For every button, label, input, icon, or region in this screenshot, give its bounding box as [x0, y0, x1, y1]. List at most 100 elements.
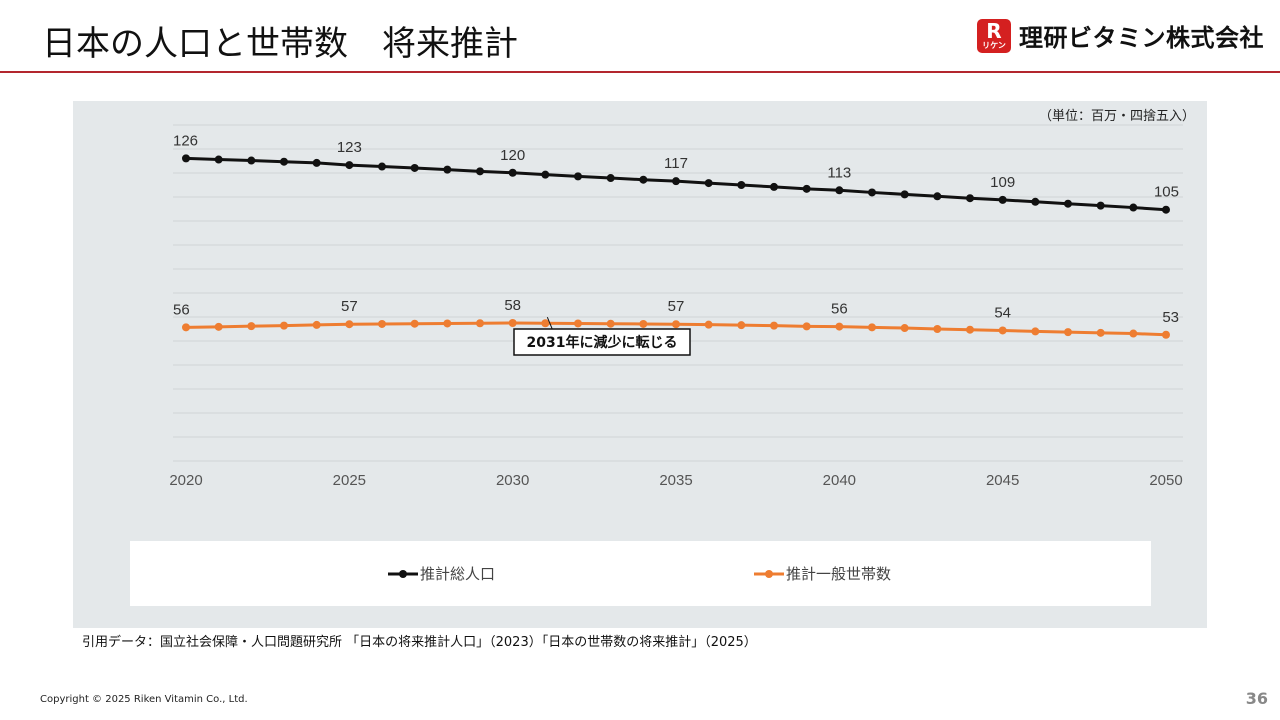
data-point-0 — [1162, 205, 1170, 214]
data-point-1 — [182, 323, 190, 332]
data-point-0 — [378, 162, 386, 171]
data-point-1 — [541, 319, 550, 328]
data-point-0 — [672, 177, 680, 186]
data-point-0 — [933, 192, 942, 201]
data-point-1 — [1031, 327, 1040, 336]
data-label-1: 54 — [994, 304, 1011, 321]
data-point-1 — [410, 319, 419, 328]
data-label-0: 117 — [664, 155, 688, 172]
data-point-1 — [802, 322, 811, 331]
data-point-1 — [868, 323, 876, 332]
unit-note: （単位：百万・四捨五入） — [1038, 109, 1195, 124]
legend: 推計総人口 推計一般世帯数 — [130, 541, 1151, 606]
logo-mark-letter: R — [986, 19, 1002, 43]
data-point-1 — [574, 319, 582, 328]
data-point-0 — [1031, 197, 1040, 206]
data-label-0: 126 — [173, 132, 198, 149]
chart-panel: （単位：百万・四捨五入） 2020 2025 2030 2035 2040 2045 205… — [73, 101, 1207, 628]
data-point-0 — [1096, 201, 1105, 210]
data-label-0: 105 — [1154, 184, 1179, 201]
data-point-1 — [1129, 329, 1138, 338]
page-number: 36 — [1245, 689, 1268, 708]
riken-logo-icon: R リケン — [977, 18, 1011, 53]
x-tick-label: 2030 — [496, 472, 529, 489]
data-point-0 — [966, 194, 974, 203]
title-divider — [0, 71, 1280, 73]
data-point-1 — [247, 322, 256, 331]
data-point-0 — [606, 174, 615, 183]
data-point-0 — [345, 161, 354, 170]
data-point-1 — [672, 320, 680, 329]
source-citation: 引用データ：国立社会保障・人口問題研究所 「日本の将来推計人口」（2023）「日… — [82, 635, 757, 650]
annotation-box — [513, 328, 691, 356]
slide-title: 日本の人口と世帯数 将来推計 — [42, 24, 518, 64]
data-point-1 — [900, 324, 909, 333]
data-point-0 — [835, 186, 844, 195]
data-point-1 — [1162, 330, 1170, 339]
company-logo: R リケン 理研ビタミン株式会社 — [977, 18, 1264, 53]
data-point-1 — [443, 319, 452, 328]
data-label-0: 113 — [827, 164, 851, 181]
data-point-1 — [280, 321, 288, 330]
data-point-1 — [933, 325, 942, 333]
data-point-0 — [1064, 199, 1072, 208]
data-point-1 — [704, 320, 713, 329]
data-point-0 — [704, 179, 713, 188]
data-point-1 — [214, 322, 223, 331]
data-point-0 — [247, 156, 256, 165]
data-label-0: 109 — [990, 174, 1015, 191]
data-point-0 — [410, 163, 419, 172]
data-point-0 — [574, 172, 582, 181]
legend-label-population: 推計総人口 — [420, 565, 496, 583]
data-point-0 — [508, 168, 517, 177]
data-point-0 — [214, 155, 223, 164]
data-label-1: 53 — [1162, 309, 1179, 326]
data-point-0 — [900, 190, 909, 199]
data-point-0 — [541, 170, 550, 179]
legend-label-households: 推計一般世帯数 — [786, 565, 892, 583]
data-label-1: 56 — [173, 301, 190, 318]
x-tick-label: 2045 — [986, 472, 1019, 489]
legend-swatch-population — [388, 569, 418, 578]
x-tick-label: 2025 — [333, 472, 366, 489]
x-tick-label: 2050 — [1149, 472, 1182, 489]
data-label-0: 123 — [337, 139, 362, 156]
logo-mark-kana: リケン — [982, 41, 1006, 50]
copyright: Copyright © 2025 Riken Vitamin Co., Ltd. — [40, 694, 248, 705]
data-point-0 — [802, 184, 811, 193]
data-label-1: 58 — [504, 297, 521, 314]
data-point-1 — [345, 320, 354, 329]
data-point-1 — [1096, 328, 1105, 337]
data-point-0 — [639, 175, 648, 184]
data-point-1 — [312, 320, 321, 329]
data-point-0 — [443, 165, 452, 174]
data-point-1 — [508, 319, 517, 327]
data-point-1 — [1064, 328, 1072, 337]
data-point-1 — [998, 326, 1007, 335]
data-point-1 — [476, 319, 484, 328]
legend-item-population: 推計総人口 — [388, 563, 495, 584]
data-point-1 — [770, 321, 778, 330]
data-point-0 — [998, 195, 1007, 204]
data-point-1 — [606, 319, 615, 328]
data-point-1 — [737, 321, 746, 330]
data-point-0 — [737, 181, 746, 189]
data-label-1: 57 — [341, 298, 358, 315]
logo-text: 理研ビタミン株式会社 — [1019, 24, 1264, 52]
data-label-0: 120 — [500, 147, 525, 164]
annotation-text: 2031年に減少に転じる — [527, 334, 678, 351]
data-point-0 — [770, 182, 778, 191]
data-point-0 — [868, 188, 876, 197]
x-tick-label: 2020 — [169, 472, 202, 489]
data-point-1 — [835, 322, 844, 331]
data-point-0 — [476, 167, 484, 176]
line-chart: 2020 2025 2030 2035 2040 2045 2050 126 123 120 117… — [169, 124, 1183, 489]
data-point-0 — [280, 157, 288, 166]
data-point-1 — [966, 325, 974, 334]
data-point-0 — [182, 154, 190, 163]
data-point-0 — [1129, 203, 1138, 212]
data-label-1: 57 — [668, 298, 685, 315]
data-point-0 — [312, 158, 321, 167]
x-tick-label: 2040 — [823, 472, 856, 489]
legend-item-households: 推計一般世帯数 — [754, 563, 891, 584]
